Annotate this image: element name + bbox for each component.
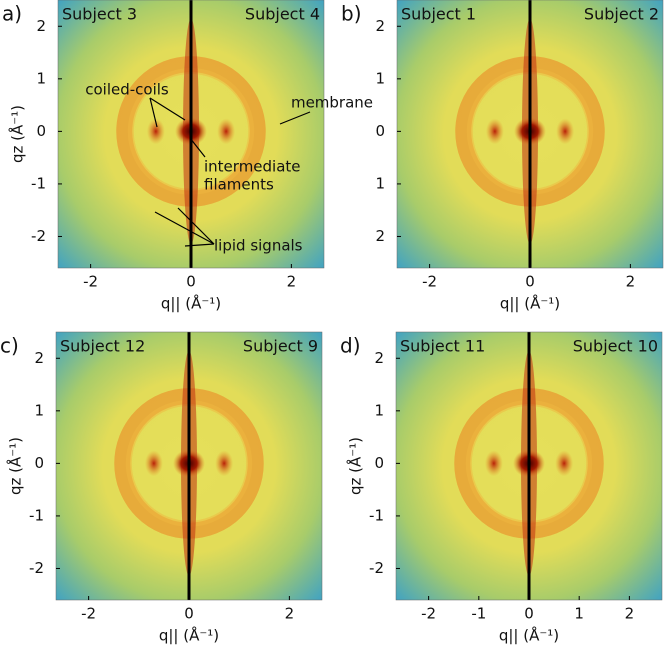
y-tick-label: -1 [369,506,384,524]
y-tick-label: 0 [34,454,44,472]
panel-label: a) [2,2,22,26]
y-tick-label: -1 [29,506,44,524]
y-tick-label: 2 [34,349,44,367]
x-tick-label: -2 [83,273,98,291]
reflection-spot [217,118,236,145]
x-tick-label: -2 [421,605,436,623]
x-tick-label: -2 [422,273,437,291]
x-axis-label: q|| (Å⁻¹) [500,294,560,313]
x-tick-label: 0 [524,605,534,623]
y-tick-label: 2 [375,17,385,35]
reflection-spot [484,450,503,477]
x-axis-label: q|| (Å⁻¹) [159,626,219,645]
annotation: coiled-coils [85,81,169,99]
y-tick-label: 2 [375,227,385,245]
y-tick-label: 1 [36,69,46,87]
annotation-arrow [184,243,215,247]
subject-label: Subject 10 [573,337,658,356]
subject-label: Subject 3 [62,5,137,24]
y-tick-label: 1 [374,401,384,419]
y-tick-label: 2 [374,349,384,367]
x-axis-label: q|| (Å⁻¹) [161,294,221,313]
y-axis-label: qz (Å⁻¹) [346,437,365,495]
reflection-spot [144,450,163,477]
annotation-arrow [149,97,186,121]
x-tick-label: 0 [184,605,194,623]
annotation-arrow [279,111,311,125]
annotation: filaments [204,176,274,194]
subject-label: Subject 9 [243,337,318,356]
x-axis-label: q|| (Å⁻¹) [499,626,559,645]
y-tick-label: 0 [374,454,384,472]
y-tick-label: -2 [31,227,46,245]
reflection-spot [485,118,504,145]
annotation-arrow [149,97,158,128]
annotation-arrow [177,207,215,245]
x-tick-label: -2 [81,605,96,623]
y-tick-label: 0 [375,122,385,140]
x-tick-label: 2 [287,273,297,291]
subject-label: Subject 2 [584,5,659,24]
x-tick-label: 2 [626,273,636,291]
reflection-spot [556,118,575,145]
y-tick-label: 1 [375,69,385,87]
x-tick-label: 0 [186,273,196,291]
y-tick-label: 2 [36,17,46,35]
annotation: intermediate [204,158,301,176]
subject-label: Subject 11 [400,337,485,356]
subject-label: Subject 12 [60,337,145,356]
y-tick-label: 0 [36,122,46,140]
y-tick-label: 1 [34,401,44,419]
subject-label: Subject 1 [401,5,476,24]
panel-label: b) [341,2,362,26]
annotation-arrow [154,211,215,245]
reflection-spot [555,450,574,477]
annotation: lipid signals [214,237,303,255]
x-tick-label: 2 [625,605,635,623]
y-tick-label: -2 [29,559,44,577]
subject-label: Subject 4 [245,5,320,24]
annotation: membrane [291,94,373,112]
reflection-spot [215,450,234,477]
x-tick-label: 1 [574,605,584,623]
y-tick-label: -1 [31,174,46,192]
y-tick-label: 1 [375,174,385,192]
x-tick-label: -1 [471,605,486,623]
panel-label: d) [340,334,361,358]
y-axis-label: qz (Å⁻¹) [8,105,27,163]
x-tick-label: 2 [285,605,295,623]
reflection-spot [146,118,165,145]
panel-label: c) [0,334,19,358]
y-axis-label: qz (Å⁻¹) [6,437,25,495]
annotation-arrow [189,137,206,158]
x-tick-label: 0 [525,273,535,291]
y-tick-label: -2 [369,559,384,577]
